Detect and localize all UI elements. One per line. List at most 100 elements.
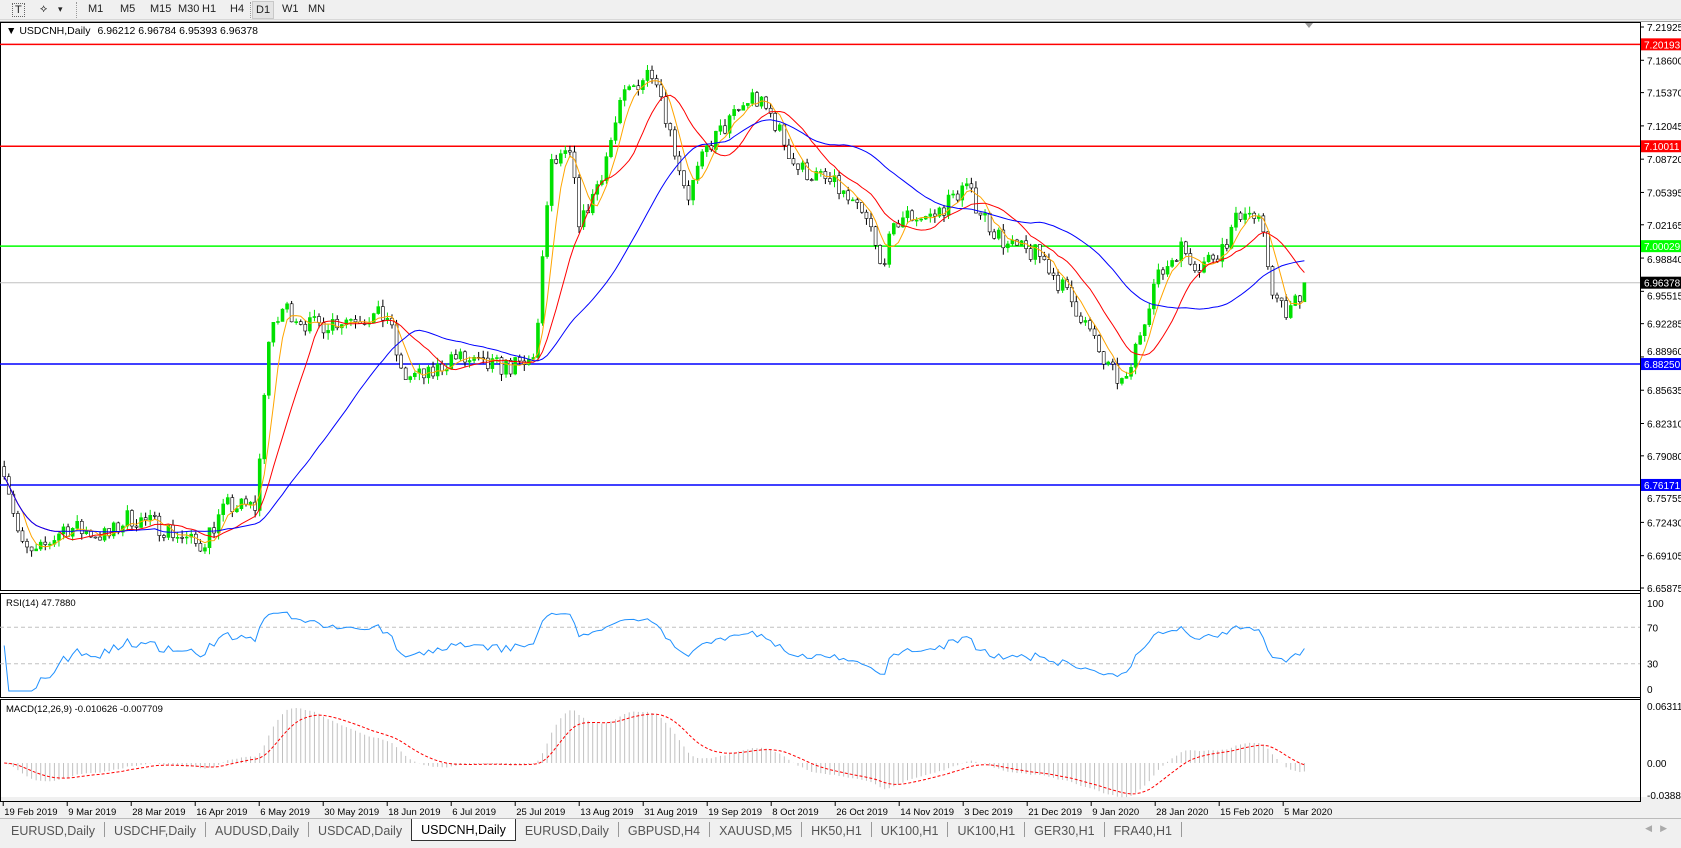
candle-body bbox=[230, 497, 235, 513]
candle-body bbox=[1174, 260, 1179, 262]
timeframe-mn[interactable]: MN bbox=[308, 3, 326, 15]
timeframe-m5[interactable]: M5 bbox=[120, 3, 136, 15]
tab-usdcad-daily[interactable]: USDCAD,Daily bbox=[309, 822, 413, 838]
toolbar-separator bbox=[76, 2, 77, 18]
candle-body bbox=[175, 537, 180, 539]
date-tick-label: 25 Jul 2019 bbox=[516, 807, 565, 818]
collapse-arrow-icon[interactable]: ▼ bbox=[6, 25, 17, 37]
timeframe-m15[interactable]: M15 bbox=[150, 3, 172, 15]
candle-body bbox=[860, 202, 864, 213]
chart-canvas[interactable]: 7.21925 7.18600 7.15370 7.12045 7.08720 7.053… bbox=[0, 22, 1681, 819]
timeframe-m1[interactable]: M1 bbox=[88, 3, 104, 15]
tab-audusd-daily[interactable]: AUDUSD,Daily bbox=[206, 822, 310, 838]
text-tool-icon[interactable]: T bbox=[12, 3, 25, 17]
date-tick-label: 8 Oct 2019 bbox=[772, 807, 818, 818]
timeframe-m30[interactable]: M30 bbox=[178, 3, 200, 15]
candle-body bbox=[84, 531, 89, 534]
candle-body bbox=[691, 179, 695, 201]
candle-body bbox=[974, 187, 978, 214]
candle-body bbox=[549, 159, 554, 206]
candle-body bbox=[987, 212, 992, 233]
timeframe-d1[interactable]: D1 bbox=[252, 1, 275, 19]
candle-body bbox=[764, 96, 768, 109]
price-tick-label: 6.75755 bbox=[1647, 494, 1681, 505]
candle-body bbox=[673, 129, 677, 157]
tab-fra40-h1[interactable]: FRA40,H1 bbox=[1105, 822, 1182, 838]
candle-body bbox=[1302, 282, 1307, 303]
candle-body bbox=[718, 125, 723, 132]
candle-body bbox=[650, 69, 654, 79]
macd-histogram bbox=[8, 708, 1305, 798]
symbol-label: USDCNH,Daily bbox=[19, 25, 91, 37]
candle-body bbox=[225, 497, 230, 505]
horizontal-line-price: 6.88250 bbox=[1644, 360, 1681, 371]
candle-body bbox=[777, 124, 782, 131]
candle-body bbox=[235, 508, 239, 513]
candle-body bbox=[1279, 297, 1284, 301]
candle-body bbox=[627, 86, 632, 90]
timeframe-h4[interactable]: H4 bbox=[230, 3, 245, 15]
candle-body bbox=[805, 162, 809, 180]
candle-body bbox=[271, 322, 276, 343]
candle-body bbox=[130, 510, 134, 527]
candle-body bbox=[746, 103, 750, 106]
candle-body bbox=[289, 303, 294, 323]
timeframe-h1[interactable]: H1 bbox=[202, 3, 217, 15]
candle-body bbox=[723, 125, 727, 134]
candle-body bbox=[828, 178, 832, 182]
objects-tool-icon[interactable]: ⟡ bbox=[40, 3, 48, 15]
candle-body bbox=[951, 193, 955, 196]
candle-body bbox=[636, 85, 641, 90]
tab-usdcnh-daily[interactable]: USDCNH,Daily bbox=[411, 819, 516, 841]
price-tick-label: 6.88960 bbox=[1647, 347, 1681, 358]
price-tick-label: 7.18600 bbox=[1647, 56, 1681, 67]
tab-gbpusd-h4[interactable]: GBPUSD,H4 bbox=[619, 822, 711, 838]
chart-shift-marker-icon bbox=[1305, 23, 1313, 28]
rsi-axis-label: 30 bbox=[1647, 660, 1659, 671]
candle-body bbox=[1211, 254, 1215, 260]
tab-scroll-arrows[interactable]: ◀▶ bbox=[1645, 823, 1675, 834]
tab-uk100-h1[interactable]: UK100,H1 bbox=[872, 822, 949, 838]
candle-body bbox=[846, 190, 850, 201]
candle-body bbox=[244, 498, 248, 505]
tab-uk100-h1[interactable]: UK100,H1 bbox=[948, 822, 1026, 838]
date-tick-label: 19 Sep 2019 bbox=[708, 807, 762, 818]
candle-body bbox=[20, 530, 25, 542]
dropdown-arrow-icon[interactable]: ▾ bbox=[58, 4, 63, 14]
scroll-left-icon[interactable]: ◀ bbox=[1645, 823, 1661, 833]
horizontal-line-price: 7.00029 bbox=[1644, 242, 1681, 253]
candle-body bbox=[43, 541, 48, 545]
candle-body bbox=[791, 158, 796, 165]
macd-label: MACD(12,26,9) -0.010626 -0.007709 bbox=[6, 704, 163, 715]
candle-body bbox=[540, 256, 545, 324]
rsi-axis-label: 70 bbox=[1647, 623, 1659, 634]
candle-body bbox=[1183, 241, 1188, 254]
candle-body bbox=[700, 151, 705, 167]
date-tick-label: 18 Jun 2019 bbox=[388, 807, 440, 818]
candle-body bbox=[381, 306, 385, 321]
candle-body bbox=[262, 394, 267, 460]
candle-body bbox=[422, 368, 426, 379]
scroll-right-icon[interactable]: ▶ bbox=[1660, 823, 1675, 833]
tab-hk50-h1[interactable]: HK50,H1 bbox=[802, 822, 872, 838]
tab-eurusd-daily[interactable]: EURUSD,Daily bbox=[2, 822, 106, 838]
candle-body bbox=[61, 526, 66, 535]
candle-body bbox=[504, 360, 508, 375]
price-label-box bbox=[1641, 240, 1681, 253]
tab-xauusd-m5[interactable]: XAUUSD,M5 bbox=[710, 822, 803, 838]
timeframe-w1[interactable]: W1 bbox=[282, 3, 299, 15]
candle-body bbox=[276, 321, 280, 323]
tab-usdchf-daily[interactable]: USDCHF,Daily bbox=[105, 822, 206, 838]
price-tick-label: 7.02165 bbox=[1647, 221, 1681, 232]
tab-eurusd-daily[interactable]: EURUSD,Daily bbox=[516, 822, 619, 838]
chart-window[interactable]: 7.21925 7.18600 7.15370 7.12045 7.08720 7.053… bbox=[0, 21, 1681, 818]
candle-body bbox=[335, 319, 340, 329]
date-tick-label: 6 May 2019 bbox=[260, 807, 310, 818]
tab-ger30-h1[interactable]: GER30,H1 bbox=[1025, 822, 1105, 838]
candle-body bbox=[1179, 241, 1184, 262]
candle-body bbox=[969, 183, 974, 189]
candle-body bbox=[29, 546, 34, 552]
ohlc-values: 6.96212 6.96784 6.95393 6.96378 bbox=[97, 25, 259, 37]
candle-body bbox=[495, 357, 499, 359]
candle-body bbox=[440, 363, 444, 372]
